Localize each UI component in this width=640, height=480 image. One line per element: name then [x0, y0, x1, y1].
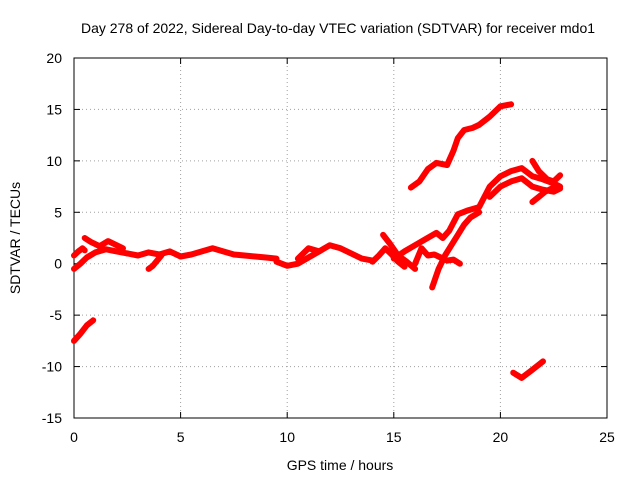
series-line — [529, 183, 561, 205]
series-line — [390, 165, 564, 262]
y-tick-labels: -15 -10 -5 0 5 10 15 20 — [42, 50, 62, 426]
y-tick-label: -10 — [42, 359, 62, 375]
x-tick-labels: 0 5 10 15 20 25 — [70, 429, 615, 445]
grid-lines — [74, 58, 607, 418]
y-tick-label: -5 — [50, 307, 63, 323]
y-tick-label: 5 — [54, 204, 62, 220]
x-tick-label: 0 — [70, 429, 78, 445]
y-axis-label: SDTVAR / TECUs — [7, 182, 23, 294]
series-line — [71, 245, 88, 259]
x-axis-label: GPS time / hours — [287, 457, 394, 473]
series-line — [124, 245, 280, 262]
series-line — [369, 245, 408, 270]
series-line — [444, 101, 515, 168]
plot-area-border — [73, 57, 608, 419]
data-series — [71, 101, 564, 381]
series-line — [429, 209, 483, 291]
series-line — [145, 252, 165, 272]
x-tick-label: 10 — [279, 429, 295, 445]
series-line — [81, 235, 126, 252]
x-tick-label: 15 — [386, 429, 402, 445]
x-tick-label: 25 — [599, 429, 615, 445]
series-line — [273, 242, 376, 269]
y-tick-label: 10 — [46, 153, 62, 169]
y-tick-label: -15 — [42, 410, 62, 426]
y-tick-label: 15 — [46, 101, 62, 117]
series-line — [529, 157, 564, 185]
y-tick-label: 20 — [46, 50, 62, 66]
y-tick-label: 0 — [54, 256, 62, 272]
series-line — [294, 245, 323, 262]
series-line — [71, 317, 97, 344]
series-line — [412, 245, 463, 267]
x-tick-label: 20 — [493, 429, 509, 445]
series-line — [407, 159, 451, 191]
series-line — [510, 358, 546, 381]
axis-ticks — [73, 57, 608, 419]
x-tick-label: 5 — [177, 429, 185, 445]
chart-title: Day 278 of 2022, Sidereal Day-to-day VTE… — [81, 20, 595, 36]
series-line — [71, 246, 131, 272]
